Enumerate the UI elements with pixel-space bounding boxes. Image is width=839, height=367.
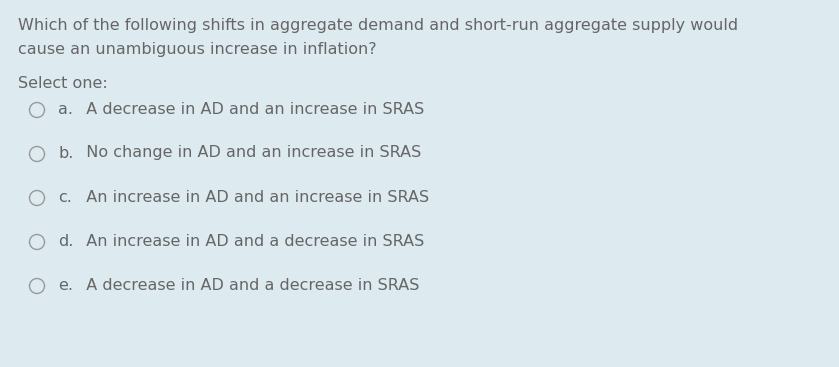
Text: A decrease in AD and a decrease in SRAS: A decrease in AD and a decrease in SRAS <box>76 277 420 292</box>
Text: cause an unambiguous increase in inflation?: cause an unambiguous increase in inflati… <box>18 42 377 57</box>
Text: d.: d. <box>58 233 73 248</box>
Text: A decrease in AD and an increase in SRAS: A decrease in AD and an increase in SRAS <box>76 102 425 116</box>
Text: Which of the following shifts in aggregate demand and short-run aggregate supply: Which of the following shifts in aggrega… <box>18 18 738 33</box>
Text: No change in AD and an increase in SRAS: No change in AD and an increase in SRAS <box>76 145 421 160</box>
Text: e.: e. <box>58 277 73 292</box>
Text: b.: b. <box>58 145 73 160</box>
Text: Select one:: Select one: <box>18 76 107 91</box>
Text: a.: a. <box>58 102 73 116</box>
Text: c.: c. <box>58 189 72 204</box>
Text: An increase in AD and a decrease in SRAS: An increase in AD and a decrease in SRAS <box>76 233 425 248</box>
Text: An increase in AD and an increase in SRAS: An increase in AD and an increase in SRA… <box>76 189 429 204</box>
